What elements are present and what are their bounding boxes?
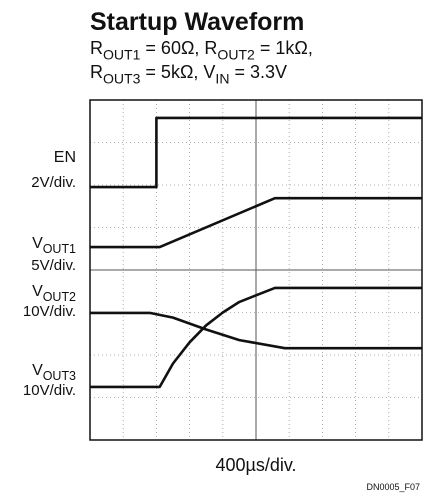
- text-run: V: [32, 235, 43, 252]
- trace: [90, 196, 422, 249]
- subscript: OUT3: [103, 70, 141, 86]
- trace-label: VOUT1: [32, 235, 76, 256]
- text-run: R: [90, 62, 103, 82]
- text-run: V: [32, 362, 43, 379]
- text-run: EN: [54, 149, 76, 166]
- trace-scale: 10V/div.: [23, 382, 76, 399]
- x-axis-label: 400µs/div.: [215, 455, 296, 475]
- text-run: V: [32, 283, 43, 300]
- trace-scale: 5V/div.: [31, 257, 76, 274]
- trace: [90, 311, 422, 350]
- subscript: OUT1: [103, 46, 141, 62]
- trace-label: VOUT3: [32, 362, 76, 383]
- text-run: = 5kΩ, V: [140, 62, 215, 82]
- subscript: OUT2: [217, 46, 255, 62]
- text-run: = 60Ω, R: [140, 38, 217, 58]
- trace-label: VOUT2: [32, 283, 76, 304]
- subscript: OUT1: [43, 242, 76, 256]
- subscript: OUT3: [43, 369, 76, 383]
- chart-subtitle: ROUT3 = 5kΩ, VIN = 3.3V: [90, 62, 287, 86]
- subscript: IN: [215, 70, 229, 86]
- trace: [90, 116, 422, 189]
- trace-scale: 2V/div.: [31, 174, 76, 191]
- chart-subtitle: ROUT1 = 60Ω, ROUT2 = 1kΩ,: [90, 38, 313, 62]
- plot-frame: [89, 99, 423, 441]
- subscript: OUT2: [43, 290, 76, 304]
- trace-scale: 10V/div.: [23, 303, 76, 320]
- text-run: = 1kΩ,: [255, 38, 313, 58]
- text-run: = 3.3V: [229, 62, 287, 82]
- trace: [90, 286, 422, 389]
- trace-label: EN: [54, 149, 76, 166]
- figure-id: DN0005_F07: [366, 482, 420, 492]
- text-run: R: [90, 38, 103, 58]
- chart-title: Startup Waveform: [90, 8, 304, 36]
